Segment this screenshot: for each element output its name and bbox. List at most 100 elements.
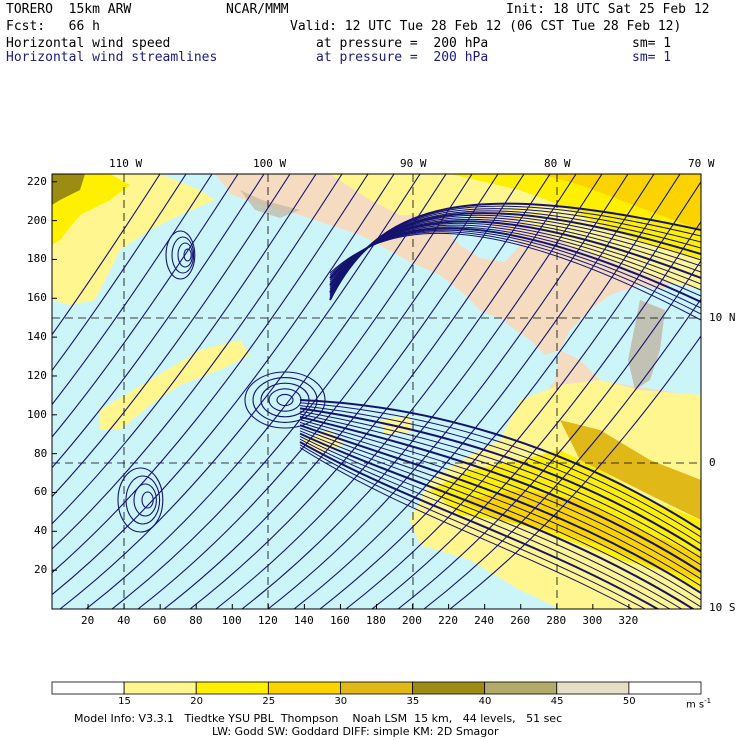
- streamline: [52, 174, 369, 574]
- x-tick-label: 40: [117, 614, 131, 627]
- colorbar-segment: [51, 681, 125, 695]
- streamline: [117, 467, 164, 533]
- speed-band-east-strong: [560, 420, 701, 520]
- x-tick-label: 300: [582, 614, 603, 627]
- streamline: [59, 174, 421, 609]
- x-tick-label: 20: [81, 614, 95, 627]
- y-tick-label: 200: [27, 213, 47, 227]
- streamline: [299, 421, 701, 587]
- x-tick-label: 120: [257, 614, 278, 627]
- streamline: [165, 230, 196, 280]
- streamline: [52, 174, 395, 596]
- y-tick-label: 20: [34, 563, 48, 577]
- x-tick-label: 260: [510, 614, 531, 627]
- streamline: [299, 413, 701, 566]
- streamline: [85, 174, 447, 609]
- y-tick-label: 80: [34, 446, 48, 460]
- lon-label-80w: 80 W: [544, 157, 571, 170]
- speed-band-north: [330, 174, 520, 215]
- speed-band-ne-strong: [540, 174, 701, 230]
- streamline: [260, 382, 310, 418]
- streamline: [141, 491, 154, 509]
- model-info: Model Info: V3.3.1 Tiedtke YSU PBL Thomp…: [74, 712, 563, 725]
- x-tick-label: 160: [329, 614, 350, 627]
- y-tick-label: 120: [27, 368, 47, 382]
- field1-name: Horizontal wind speed: [6, 36, 171, 51]
- colorbar-segment: [628, 681, 702, 695]
- y-tick-label: 180: [27, 252, 47, 266]
- lon-label-90w: 90 W: [400, 157, 427, 170]
- streamline: [299, 427, 701, 601]
- lat-label-10s: 10 S: [709, 601, 736, 614]
- streamline: [215, 174, 577, 609]
- colorbar-segment: [340, 681, 413, 695]
- terrain-andes: [628, 300, 665, 390]
- y-tick-label: 60: [34, 485, 48, 499]
- streamline: [52, 174, 291, 498]
- colorbar-level: 30: [334, 696, 348, 707]
- streamline: [299, 447, 634, 609]
- streamline: [299, 424, 701, 594]
- valid-time: Valid: 12 UTC Tue 28 Feb 12 (06 CST Tue …: [290, 19, 682, 34]
- x-tick-label: 200: [402, 614, 422, 627]
- y-tick-label: 160: [27, 291, 47, 305]
- colorbar-segment: [123, 681, 197, 695]
- y-tick-label: 100: [27, 407, 47, 421]
- colorbar-level: 25: [262, 696, 276, 707]
- streamline: [52, 174, 317, 525]
- colorbar-segment: [412, 681, 486, 695]
- streamline: [299, 435, 683, 609]
- y-tick-label: 140: [27, 330, 47, 344]
- x-tick-label: 280: [546, 614, 567, 627]
- streamline: [163, 174, 525, 609]
- x-tick-label: 140: [293, 614, 314, 627]
- streamline: [329, 232, 701, 321]
- x-tick-label: 80: [189, 614, 203, 627]
- streamline: [133, 483, 157, 517]
- physics-info: LW: Godd SW: Goddard DIFF: simple KM: 2D…: [212, 725, 499, 738]
- field2-name: Horizontal wind streamlines: [6, 50, 218, 65]
- lon-label-110w: 110 W: [109, 157, 143, 170]
- streamline: [252, 377, 318, 423]
- forecast-hour: Fcst: 66 h: [6, 19, 100, 34]
- streamline: [177, 242, 193, 268]
- streamline: [293, 174, 655, 609]
- streamline: [299, 410, 701, 559]
- streamline: [423, 298, 701, 609]
- streamline: [52, 174, 343, 550]
- colorbar-segment: [556, 681, 630, 695]
- streamline: [397, 259, 701, 609]
- streamline: [299, 399, 701, 531]
- colorbar-unit: m s-1: [686, 697, 712, 711]
- streamline: [299, 432, 695, 609]
- lat-label-0: 0: [709, 456, 716, 469]
- x-tick-label: 100: [221, 614, 242, 627]
- lat-label-10n: 10 N: [709, 311, 736, 324]
- colorbar-segment: [484, 681, 558, 695]
- colorbar-segment: [267, 681, 341, 695]
- streamline: [345, 180, 701, 609]
- streamline: [137, 174, 499, 609]
- field1-level: at pressure = 200 hPa: [316, 36, 489, 51]
- streamline: [299, 444, 647, 609]
- streamline: [244, 371, 326, 429]
- streamline: [299, 441, 660, 609]
- field2-smoothing: sm= 1: [632, 50, 672, 65]
- colorbar-level: 15: [118, 696, 131, 707]
- streamline: [268, 388, 302, 412]
- lon-label-70w: 70 W: [688, 157, 715, 170]
- colorbar-level: 35: [406, 696, 420, 707]
- x-tick-label: 240: [474, 614, 495, 627]
- colorbar-level: 50: [622, 696, 636, 707]
- streamline: [299, 419, 701, 580]
- field1-smoothing: sm= 1: [632, 36, 672, 51]
- colorbar-level: 20: [190, 696, 203, 707]
- speed-band-corner: [52, 174, 85, 205]
- streamline: [171, 236, 195, 274]
- colorbar-segment: [195, 681, 269, 695]
- streamline: [299, 438, 671, 609]
- field2-level: at pressure = 200 hPa: [316, 50, 489, 65]
- colorbar-level: 40: [478, 696, 492, 707]
- streamline: [299, 430, 701, 608]
- organization: NCAR/MMM: [226, 2, 289, 17]
